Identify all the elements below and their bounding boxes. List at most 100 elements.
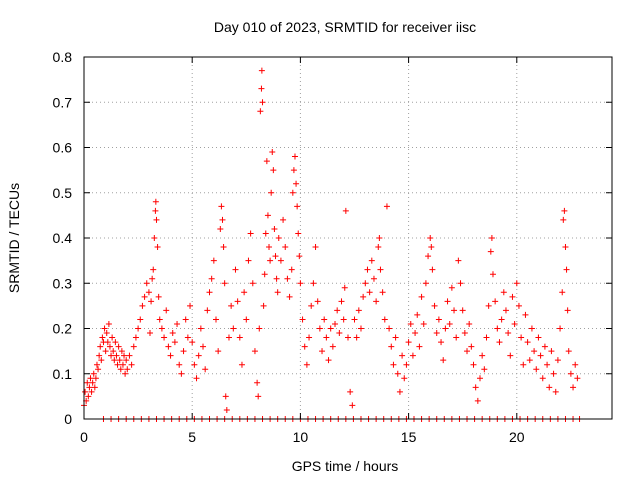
data-point	[368, 257, 375, 264]
data-point	[219, 216, 226, 223]
data-point	[204, 307, 211, 314]
data-point	[171, 339, 178, 346]
data-point	[228, 302, 235, 309]
data-point	[273, 275, 280, 282]
data-point	[488, 235, 495, 241]
data-point	[295, 230, 302, 237]
data-point	[147, 330, 153, 337]
data-point	[161, 334, 168, 341]
data-point	[258, 85, 265, 92]
data-point	[184, 334, 191, 341]
data-point	[481, 366, 488, 373]
data-point	[375, 244, 382, 251]
data-point	[554, 357, 561, 364]
data-point	[446, 320, 453, 327]
data-point	[468, 343, 475, 350]
data-point	[249, 280, 256, 287]
axes-layer: 0 0.1 0.2 0.3 0.4 0.5 0.6 0.7 0.8 0 5 10 15 20	[53, 49, 612, 445]
data-point	[334, 307, 341, 314]
data-point	[485, 302, 492, 309]
data-point	[85, 393, 92, 400]
data-point	[325, 357, 332, 364]
data-point	[268, 189, 275, 196]
data-point	[373, 298, 380, 305]
data-point	[567, 370, 574, 377]
data-point	[541, 343, 548, 350]
data-point	[176, 361, 183, 368]
data-point	[418, 293, 425, 300]
data-point	[225, 334, 232, 341]
data-point	[89, 379, 96, 386]
data-point	[150, 266, 157, 273]
data-point	[180, 348, 187, 355]
data-point	[98, 357, 105, 364]
data-point	[559, 289, 566, 296]
data-point	[274, 289, 281, 296]
data-point	[82, 388, 89, 395]
data-point	[470, 361, 477, 368]
data-point	[267, 257, 274, 264]
data-point	[461, 330, 468, 337]
chart-title: Day 010 of 2023, SRMTID for receiver iis…	[214, 19, 476, 35]
data-point	[537, 352, 544, 359]
data-point	[355, 307, 362, 314]
data-point	[312, 244, 319, 251]
data-point	[210, 257, 217, 264]
data-point	[151, 235, 158, 241]
data-point	[91, 384, 98, 391]
data-point	[163, 307, 170, 314]
y-tick-label: 0.3	[53, 275, 73, 291]
x-axis-label: GPS time / hours	[292, 458, 399, 474]
data-point	[570, 384, 577, 391]
y-tick-label: 0.7	[53, 94, 73, 110]
data-point	[266, 244, 273, 251]
data-point	[303, 361, 310, 368]
data-point	[435, 316, 442, 323]
data-point	[477, 375, 483, 382]
data-point	[115, 343, 122, 350]
data-point	[155, 293, 162, 300]
data-point	[502, 307, 509, 314]
data-point	[263, 158, 270, 165]
data-point	[416, 343, 423, 350]
data-point	[277, 257, 284, 264]
data-point	[399, 352, 406, 359]
data-point	[422, 280, 429, 287]
data-point	[208, 275, 215, 282]
data-point	[533, 366, 540, 373]
data-point	[341, 284, 348, 291]
data-point	[97, 343, 104, 350]
data-point	[511, 320, 518, 327]
data-point	[349, 402, 356, 409]
data-point	[93, 361, 100, 368]
data-points	[81, 67, 583, 422]
x-tick-label: 0	[80, 429, 88, 445]
data-point	[560, 216, 567, 223]
data-point	[388, 343, 395, 350]
data-point	[149, 275, 156, 282]
data-point	[206, 289, 213, 296]
data-point	[515, 302, 522, 309]
data-point	[561, 207, 568, 214]
data-point	[282, 244, 289, 251]
data-point	[254, 379, 261, 386]
data-point	[99, 334, 106, 341]
data-point	[524, 339, 531, 346]
data-point	[431, 302, 438, 309]
data-point	[86, 384, 93, 391]
data-point	[87, 375, 94, 382]
data-point	[243, 316, 250, 323]
data-point	[381, 316, 388, 323]
data-point	[562, 244, 569, 251]
data-point	[96, 352, 103, 359]
data-point	[262, 230, 269, 237]
data-point	[401, 375, 408, 382]
data-point	[572, 361, 579, 368]
data-point	[377, 266, 384, 273]
data-point	[440, 357, 447, 364]
data-point	[259, 99, 266, 106]
data-point	[500, 289, 507, 296]
data-point	[182, 316, 189, 323]
data-point	[552, 388, 559, 395]
data-point	[106, 343, 113, 350]
